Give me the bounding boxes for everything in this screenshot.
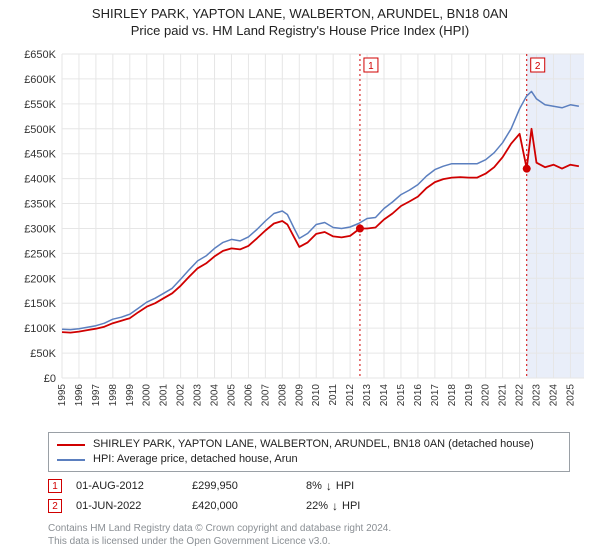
chart-title-block: SHIRLEY PARK, YAPTON LANE, WALBERTON, AR… xyxy=(0,0,600,38)
svg-text:£650K: £650K xyxy=(24,49,56,61)
event-price: £299,950 xyxy=(192,480,306,492)
x-tick-label: 2021 xyxy=(498,384,509,407)
x-tick-label: 2015 xyxy=(396,384,407,407)
event-row: 1 01-AUG-2012£299,9508% ↓ HPI xyxy=(48,476,570,496)
x-tick-label: 2014 xyxy=(379,384,390,407)
x-tick-label: 2005 xyxy=(226,384,237,407)
event-price: £420,000 xyxy=(192,500,306,512)
x-tick-label: 2024 xyxy=(548,384,559,407)
svg-text:£300K: £300K xyxy=(24,223,56,235)
chart-area: £0 £50K £100K £150K £200K £250K £300K £350K £400… xyxy=(10,44,590,424)
x-tick-label: 2012 xyxy=(345,384,356,407)
x-tick-label: 2000 xyxy=(142,384,153,407)
svg-text:£50K: £50K xyxy=(30,348,56,360)
x-tick-label: 2025 xyxy=(565,384,576,407)
svg-text:2: 2 xyxy=(535,61,541,72)
x-tick-label: 2018 xyxy=(447,384,458,407)
svg-text:£0: £0 xyxy=(44,373,56,385)
event-delta-pct: 8% xyxy=(306,480,322,492)
event-delta-pct: 22% xyxy=(306,500,328,512)
price-chart: £0 £50K £100K £150K £200K £250K £300K £350K £400… xyxy=(10,44,590,424)
x-tick-label: 1997 xyxy=(91,384,102,407)
x-tick-label: 2016 xyxy=(413,384,424,407)
event-date: 01-JUN-2022 xyxy=(76,500,192,512)
x-tick-label: 2020 xyxy=(481,384,492,407)
svg-text:£200K: £200K xyxy=(24,273,56,285)
x-tick-label: 2023 xyxy=(532,384,543,407)
x-tick-label: 2017 xyxy=(430,384,441,407)
arrow-down-icon: ↓ xyxy=(332,499,338,513)
license-line-1: Contains HM Land Registry data © Crown c… xyxy=(48,522,570,535)
event-table: 1 01-AUG-2012£299,9508% ↓ HPI 2 01-JUN-2022£4… xyxy=(48,476,570,516)
x-tick-label: 1999 xyxy=(125,384,136,407)
x-tick-label: 2009 xyxy=(294,384,305,407)
x-tick-label: 2013 xyxy=(362,384,373,407)
event-delta: 22% ↓ HPI xyxy=(306,499,422,513)
x-tick-label: 2004 xyxy=(210,384,221,407)
x-tick-label: 2011 xyxy=(328,384,339,406)
x-tick-label: 2010 xyxy=(311,384,322,407)
x-tick-label: 2002 xyxy=(176,384,187,407)
event-marker xyxy=(356,224,364,232)
x-tick-label: 2003 xyxy=(193,384,204,407)
arrow-down-icon: ↓ xyxy=(326,479,332,493)
x-tick-label: 1995 xyxy=(57,384,68,407)
x-tick-label: 2008 xyxy=(277,384,288,407)
svg-text:£150K: £150K xyxy=(24,298,56,310)
x-tick-label: 2001 xyxy=(159,384,170,407)
svg-text:£550K: £550K xyxy=(24,99,56,111)
event-badge: 1 xyxy=(48,479,62,493)
x-tick-label: 2019 xyxy=(464,384,475,407)
license-text: Contains HM Land Registry data © Crown c… xyxy=(48,522,570,548)
event-delta: 8% ↓ HPI xyxy=(306,479,422,493)
event-delta-vs: HPI xyxy=(336,480,354,492)
svg-text:£450K: £450K xyxy=(24,149,56,161)
legend-item: SHIRLEY PARK, YAPTON LANE, WALBERTON, AR… xyxy=(57,437,561,452)
legend-swatch xyxy=(57,444,85,446)
x-tick-label: 2007 xyxy=(260,384,271,407)
svg-text:£100K: £100K xyxy=(24,323,56,335)
event-marker xyxy=(523,165,531,173)
x-tick-label: 1996 xyxy=(74,384,85,407)
svg-text:£400K: £400K xyxy=(24,174,56,186)
legend-label: HPI: Average price, detached house, Arun xyxy=(93,452,298,467)
svg-text:£500K: £500K xyxy=(24,124,56,136)
svg-text:£600K: £600K xyxy=(24,74,56,86)
legend-label: SHIRLEY PARK, YAPTON LANE, WALBERTON, AR… xyxy=(93,437,534,452)
event-date: 01-AUG-2012 xyxy=(76,480,192,492)
license-line-2: This data is licensed under the Open Gov… xyxy=(48,535,570,548)
series-property xyxy=(62,129,579,333)
series-hp_index xyxy=(62,91,579,329)
event-row: 2 01-JUN-2022£420,00022% ↓ HPI xyxy=(48,496,570,516)
svg-text:1: 1 xyxy=(368,61,374,72)
title-line-1: SHIRLEY PARK, YAPTON LANE, WALBERTON, AR… xyxy=(0,6,600,21)
event-badge: 2 xyxy=(48,499,62,513)
event-delta-vs: HPI xyxy=(342,500,360,512)
legend: SHIRLEY PARK, YAPTON LANE, WALBERTON, AR… xyxy=(48,432,570,472)
x-tick-label: 2006 xyxy=(243,384,254,407)
title-line-2: Price paid vs. HM Land Registry's House … xyxy=(0,23,600,38)
x-tick-label: 1998 xyxy=(108,384,119,407)
legend-swatch xyxy=(57,459,85,461)
legend-item: HPI: Average price, detached house, Arun xyxy=(57,452,561,467)
x-tick-label: 2022 xyxy=(515,384,526,407)
svg-text:£250K: £250K xyxy=(24,248,56,260)
svg-text:£350K: £350K xyxy=(24,199,56,211)
